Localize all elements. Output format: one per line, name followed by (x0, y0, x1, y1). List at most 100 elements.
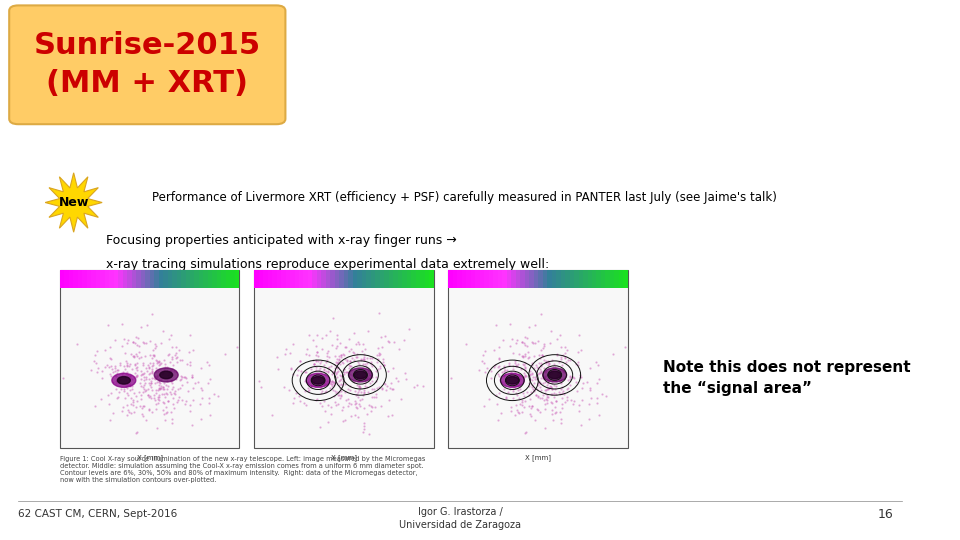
Point (210, 392, 226, 401)
Point (553, 418, 568, 427)
Point (355, 427, 371, 436)
Text: Note this does not represent
the “signal area”: Note this does not represent the “signal… (663, 360, 910, 396)
Point (564, 395, 579, 404)
Point (361, 369, 376, 377)
Point (337, 416, 352, 424)
Bar (516, 270, 520, 288)
Point (526, 378, 541, 387)
Point (365, 393, 380, 402)
Point (141, 363, 156, 372)
Point (571, 401, 587, 410)
Point (127, 352, 142, 360)
Point (546, 381, 562, 390)
Point (163, 376, 179, 385)
Point (562, 372, 577, 380)
Point (55, 374, 70, 383)
Point (349, 353, 365, 361)
Point (351, 340, 367, 348)
Point (501, 375, 516, 383)
Point (320, 380, 335, 389)
Point (323, 379, 338, 388)
Point (548, 389, 564, 398)
Point (522, 367, 538, 375)
Point (145, 345, 160, 354)
Bar (493, 270, 497, 288)
Point (146, 394, 161, 402)
Point (516, 373, 532, 381)
Point (158, 363, 174, 372)
Point (308, 355, 324, 364)
Point (141, 363, 156, 372)
Point (492, 389, 507, 397)
Point (576, 379, 591, 387)
Point (356, 354, 372, 363)
Point (348, 410, 363, 419)
Point (184, 373, 200, 381)
Point (512, 380, 527, 388)
Point (129, 349, 144, 358)
Point (381, 338, 396, 346)
Point (407, 383, 422, 391)
Point (135, 338, 151, 346)
Point (202, 361, 217, 369)
Point (552, 390, 567, 399)
Circle shape (155, 368, 179, 382)
Point (594, 389, 610, 398)
Point (120, 389, 135, 397)
Bar (462, 270, 467, 288)
Point (538, 386, 553, 395)
Point (376, 361, 392, 369)
Point (129, 372, 144, 381)
Point (508, 361, 523, 369)
Point (117, 364, 132, 373)
Point (138, 363, 154, 372)
Point (530, 374, 545, 383)
Point (540, 384, 556, 393)
Point (133, 375, 149, 384)
Point (409, 380, 424, 389)
Point (103, 342, 118, 351)
Point (343, 386, 358, 394)
Point (149, 388, 164, 397)
Bar (199, 270, 204, 288)
Point (286, 370, 301, 379)
Point (152, 393, 167, 402)
Point (521, 353, 537, 362)
Point (165, 400, 180, 409)
Point (552, 408, 567, 416)
Point (136, 381, 152, 389)
Point (182, 401, 198, 410)
Point (486, 346, 501, 354)
Point (203, 410, 218, 419)
Bar (453, 270, 457, 288)
Point (344, 345, 359, 354)
Point (136, 402, 152, 411)
Point (166, 388, 181, 397)
Point (589, 399, 605, 407)
Point (264, 411, 279, 420)
Point (538, 372, 553, 381)
Point (165, 418, 180, 427)
Point (292, 357, 307, 366)
Point (554, 383, 569, 391)
Bar (569, 270, 574, 288)
Bar (601, 270, 606, 288)
Point (515, 372, 530, 381)
Point (140, 384, 156, 393)
Point (506, 393, 521, 402)
Point (524, 361, 540, 369)
Point (145, 374, 160, 382)
Point (109, 365, 125, 374)
Point (162, 366, 178, 374)
Bar (64, 270, 69, 288)
Point (182, 360, 198, 369)
Point (338, 380, 353, 388)
Point (338, 396, 353, 404)
Point (169, 343, 184, 352)
Point (486, 362, 501, 371)
Point (115, 367, 131, 376)
Point (521, 379, 537, 388)
Point (505, 349, 520, 358)
Point (305, 381, 321, 389)
Point (552, 330, 567, 339)
